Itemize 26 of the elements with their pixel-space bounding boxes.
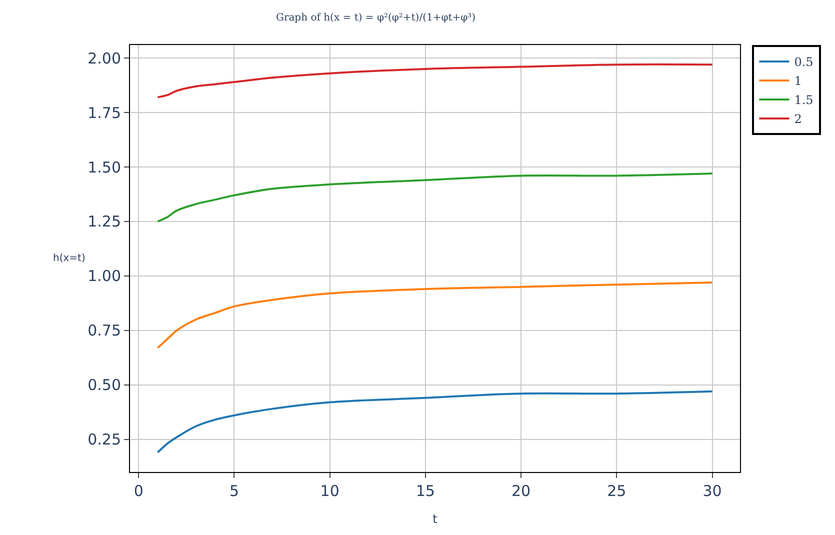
- y-tick-label: 0.75: [88, 322, 121, 340]
- legend-label: 2: [794, 112, 802, 126]
- x-axis-title: t: [432, 512, 438, 526]
- chart-title: Graph of h(x = t) = φ²(φ²+t)/(1+φt+φ³): [276, 12, 476, 24]
- line-series: [156, 281, 714, 349]
- legend-label: 0.5: [794, 55, 814, 70]
- line-series: [156, 63, 714, 98]
- legend-label: 1.5: [794, 93, 814, 108]
- x-tick-label: 5: [229, 482, 239, 500]
- y-tick-label: 1.50: [88, 158, 121, 176]
- line-series: [156, 390, 714, 454]
- x-tick-label: 30: [702, 482, 722, 500]
- y-tick-label: 0.50: [88, 376, 121, 394]
- x-tick-label: 0: [134, 482, 144, 500]
- x-tick-label: 25: [607, 482, 626, 500]
- legend-label: 1: [794, 74, 802, 88]
- y-tick-label: 2.00: [88, 49, 121, 68]
- y-tick-label: 1.00: [88, 267, 121, 286]
- line-series: [156, 172, 714, 222]
- x-tick-label: 10: [320, 482, 340, 500]
- y-tick-label: 0.25: [88, 430, 121, 449]
- y-tick-label: 1.25: [88, 212, 121, 231]
- y-axis-title: h(x=t): [53, 253, 86, 264]
- y-tick-label: 1.75: [88, 104, 121, 122]
- x-tick-label: 20: [512, 482, 531, 500]
- x-tick-label: 15: [416, 482, 435, 500]
